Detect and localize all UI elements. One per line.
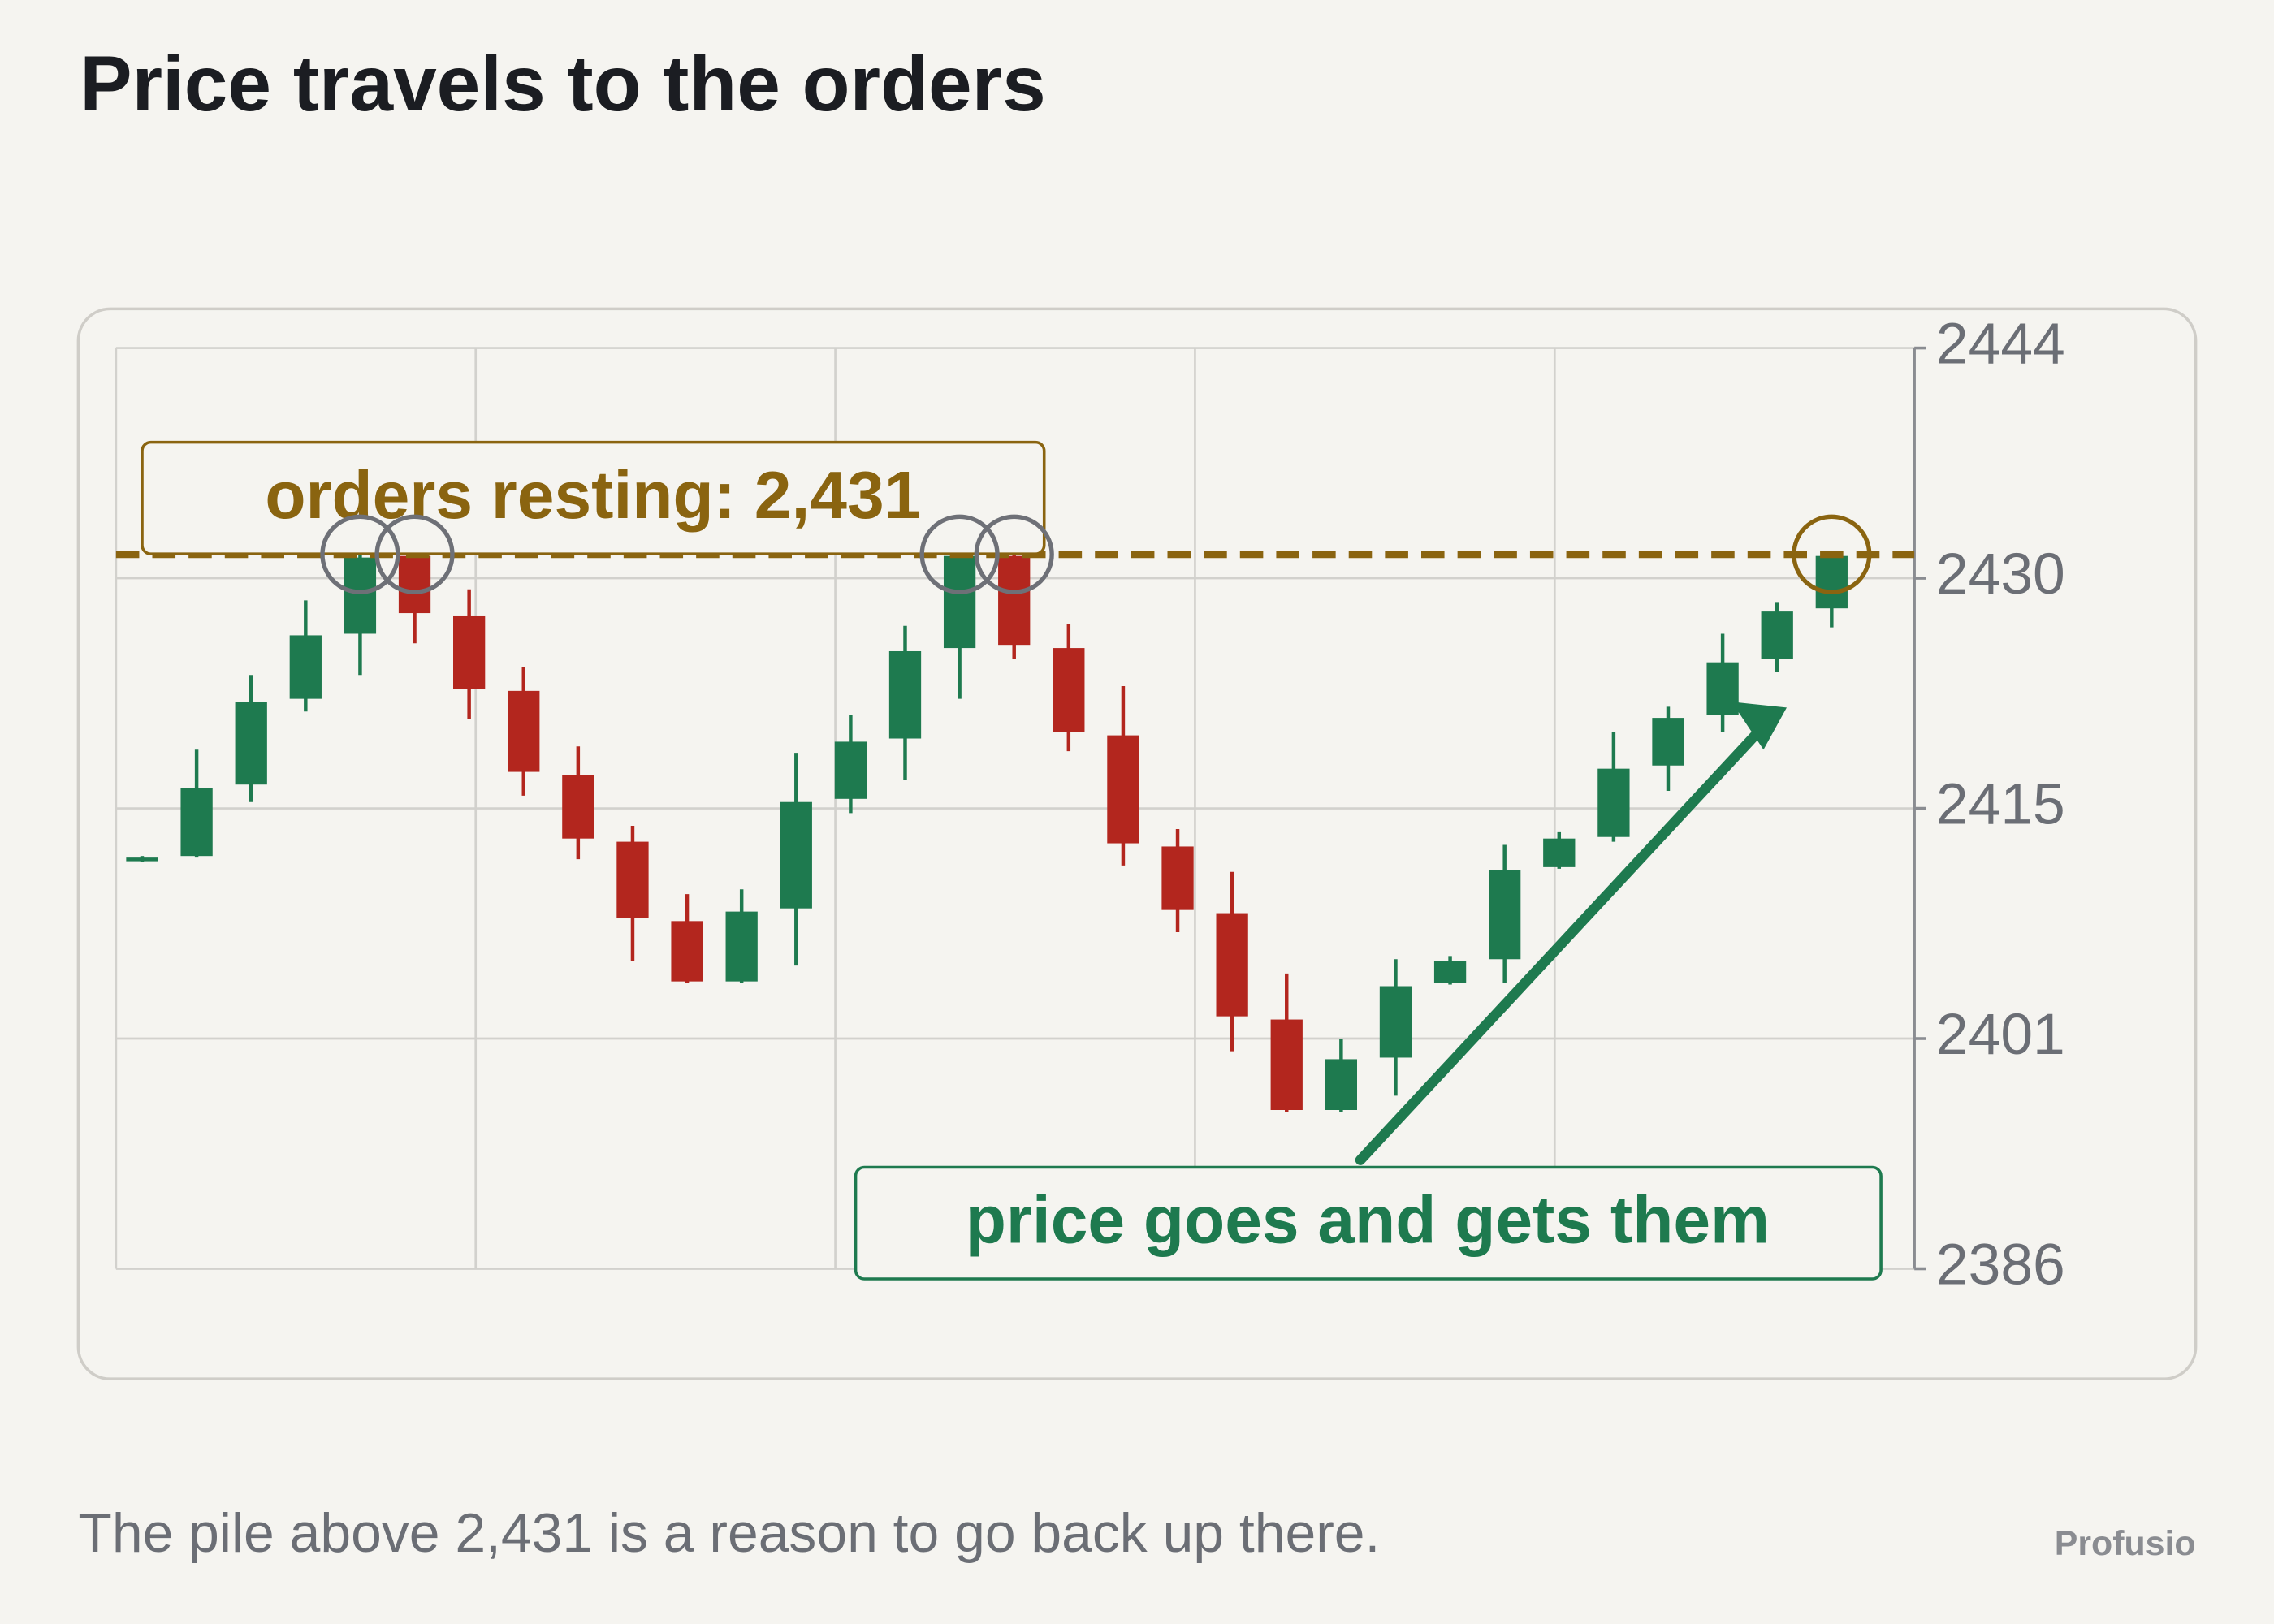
candle-body	[1216, 913, 1248, 1017]
touch-marker	[974, 514, 1054, 594]
chart-title: Price travels to the orders	[80, 41, 1046, 127]
candle-body	[235, 702, 267, 785]
candle-body	[1706, 662, 1739, 715]
candle-body	[1543, 838, 1576, 867]
candle-body	[834, 741, 867, 799]
candle-body	[1761, 611, 1793, 659]
candle-body	[780, 801, 812, 909]
note-text: price goes and gets them	[966, 1184, 1770, 1258]
arrow-shaft	[1355, 723, 1767, 1165]
candle-body	[398, 555, 431, 614]
candle-body	[453, 615, 486, 689]
candle-body	[671, 921, 703, 982]
candle-body	[1379, 986, 1412, 1058]
candle-body	[562, 775, 594, 839]
overlay: orders resting: 2,431	[115, 440, 1915, 594]
candle-body	[1433, 961, 1467, 983]
touch-marker	[1792, 514, 1872, 594]
y-tick-label: 2444	[1936, 311, 2065, 376]
touch-marker	[919, 514, 1000, 594]
candle-body	[1270, 1019, 1303, 1110]
y-tick-label: 2415	[1936, 771, 2065, 836]
y-tick-label: 2386	[1936, 1232, 2065, 1297]
level-label-box	[141, 440, 1046, 555]
candle-body	[943, 555, 976, 649]
candle-body	[888, 650, 922, 739]
candle-body	[126, 857, 158, 862]
y-tick-label: 2430	[1936, 542, 2065, 607]
candle-body	[508, 690, 540, 772]
candle-body	[616, 841, 649, 918]
candle-body	[998, 555, 1031, 646]
candle-body	[1053, 648, 1085, 732]
candle-body	[1325, 1059, 1357, 1110]
y-tick-label: 2401	[1936, 1002, 2065, 1067]
candles	[126, 554, 1848, 1112]
level-label: orders resting: 2,431	[265, 459, 921, 533]
candle-body	[725, 911, 758, 982]
candle-body	[1652, 718, 1684, 766]
candle-body	[344, 557, 377, 634]
note-box	[854, 1165, 1883, 1281]
touch-marker	[374, 514, 455, 594]
touch-marker	[320, 514, 400, 594]
subtitle: The pile above 2,431 is a reason to go b…	[78, 1503, 1380, 1564]
candle-body	[1597, 768, 1630, 837]
candle-body	[180, 788, 213, 857]
brand: Profusio	[2055, 1524, 2196, 1563]
candle-body	[289, 635, 322, 699]
candle-body	[1815, 555, 1848, 609]
chart-frame	[76, 307, 2198, 1381]
candle-body	[1107, 735, 1139, 844]
candle-body	[1161, 846, 1194, 910]
arrow-head	[1731, 702, 1787, 750]
candle-body	[1489, 870, 1521, 960]
